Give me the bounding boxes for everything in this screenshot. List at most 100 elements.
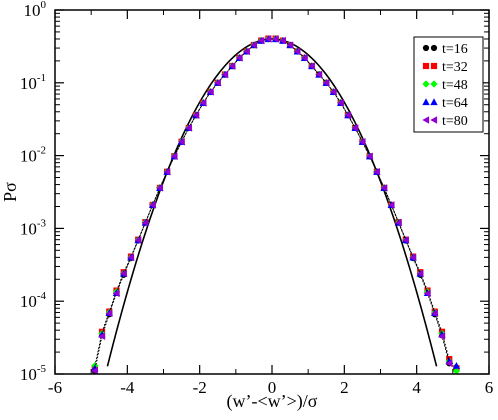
legend-item-t=48: t=48 xyxy=(422,78,468,93)
data-point-t=80 xyxy=(250,41,258,49)
x-tick-label: 6 xyxy=(485,378,494,397)
x-tick-label: 0 xyxy=(268,378,277,397)
data-point-t=80 xyxy=(279,36,286,45)
data-point-t=80 xyxy=(416,269,424,278)
data-point-t=80 xyxy=(337,99,344,107)
data-point-t=80 xyxy=(206,88,214,96)
data-point-t=80 xyxy=(351,124,359,132)
data-point-t=80 xyxy=(185,124,192,132)
series-t=16 xyxy=(91,35,453,375)
data-point-t=80 xyxy=(134,236,142,244)
series-t=80 xyxy=(91,35,453,375)
y-tick-label: 10-3 xyxy=(20,217,47,238)
legend-item-t=80: t=80 xyxy=(422,114,468,129)
data-point-t=80 xyxy=(300,54,308,62)
data-point-t=80 xyxy=(423,289,431,298)
legend-marker-t=80 xyxy=(422,116,430,124)
data-point-t=80 xyxy=(177,138,185,146)
legend-marker-t=64 xyxy=(430,98,438,106)
series-layer xyxy=(91,35,461,375)
data-point-t=80 xyxy=(228,62,236,70)
series-line-t=64 xyxy=(94,38,457,369)
data-point-t=80 xyxy=(271,35,279,43)
legend-label-t=48: t=48 xyxy=(442,78,468,93)
data-point-t=80 xyxy=(199,99,207,107)
data-point-t=80 xyxy=(394,218,402,227)
legend-label-t=64: t=64 xyxy=(442,96,468,111)
data-point-t=80 xyxy=(192,111,200,119)
data-point-t=80 xyxy=(308,62,315,70)
data-point-t=80 xyxy=(380,184,388,192)
data-point-t=80 xyxy=(257,36,265,45)
data-point-t=80 xyxy=(156,184,163,192)
data-point-t=80 xyxy=(445,359,453,368)
series-line-t=16 xyxy=(94,38,450,372)
y-tick-label: 10-1 xyxy=(20,72,46,93)
data-point-t=80 xyxy=(127,253,135,262)
y-tick-label: 10-5 xyxy=(20,363,47,384)
data-point-t=80 xyxy=(373,168,380,176)
legend-marker-t=32 xyxy=(422,62,430,70)
series-t=64 xyxy=(91,35,461,372)
x-tick-label: -6 xyxy=(48,378,62,397)
y-tick-label: 10-4 xyxy=(20,290,47,311)
legend-label-t=32: t=32 xyxy=(442,60,468,75)
data-point-t=80 xyxy=(105,309,113,318)
legend-label-t=80: t=80 xyxy=(442,114,468,129)
y-axis-title: Pσ xyxy=(0,182,20,202)
data-point-t=80 xyxy=(120,269,127,278)
series-line-t=80 xyxy=(94,38,450,372)
data-point-t=80 xyxy=(322,79,330,87)
legend-marker-t=48 xyxy=(430,80,438,88)
data-point-t=64 xyxy=(452,362,461,369)
data-point-t=80 xyxy=(242,47,250,56)
legend-item-t=16: t=16 xyxy=(422,42,468,57)
data-point-t=80 xyxy=(148,201,156,209)
data-point-t=80 xyxy=(98,332,106,340)
data-point-t=80 xyxy=(344,111,352,119)
data-point-t=80 xyxy=(214,79,221,87)
legend-marker-t=32 xyxy=(430,62,438,70)
x-tick-label: -2 xyxy=(193,378,207,397)
legend-item-t=64: t=64 xyxy=(422,96,468,111)
data-point-t=80 xyxy=(315,70,323,79)
x-axis-title: (w’-<w’>)/σ xyxy=(227,391,318,412)
data-point-t=80 xyxy=(329,88,337,96)
y-tick-label: 10-2 xyxy=(20,145,46,166)
legend-marker-t=64 xyxy=(422,98,430,106)
data-point-t=80 xyxy=(387,201,395,209)
data-point-t=80 xyxy=(402,236,409,244)
legend-marker-t=48 xyxy=(422,80,430,88)
data-point-t=80 xyxy=(409,253,417,262)
data-point-t=80 xyxy=(163,168,171,176)
legend-marker-t=16 xyxy=(422,44,430,52)
data-point-t=80 xyxy=(221,70,229,79)
data-point-t=80 xyxy=(431,309,438,318)
y-tick-label: 100 xyxy=(24,0,47,20)
x-tick-label: -4 xyxy=(120,378,135,397)
data-point-t=80 xyxy=(91,367,98,375)
legend-marker-t=80 xyxy=(430,116,438,124)
data-point-t=80 xyxy=(438,332,446,340)
data-point-t=80 xyxy=(170,152,178,160)
y-axis: 100 10-1 10-2 10-3 10-4 10-5 xyxy=(20,0,489,384)
reference-curve-layer xyxy=(106,38,438,367)
data-point-t=80 xyxy=(141,218,149,227)
data-point-t=80 xyxy=(112,289,120,298)
series-line-t=48 xyxy=(94,38,457,372)
data-point-t=80 xyxy=(235,54,243,62)
series-line-t=32 xyxy=(94,38,457,369)
series-t=48 xyxy=(91,35,461,375)
data-point-t=48 xyxy=(452,367,461,375)
legend: t=16 t=32 t=48 t=64 t=80 xyxy=(413,36,484,133)
x-tick-label: 2 xyxy=(340,378,349,397)
legend-item-t=32: t=32 xyxy=(422,60,468,75)
x-tick-label: 4 xyxy=(412,378,421,397)
legend-marker-t=16 xyxy=(430,44,438,52)
data-point-t=80 xyxy=(293,47,301,56)
data-point-t=80 xyxy=(358,138,366,146)
data-point-t=80 xyxy=(286,41,294,49)
data-point-t=80 xyxy=(264,35,272,43)
legend-label-t=16: t=16 xyxy=(442,42,468,57)
